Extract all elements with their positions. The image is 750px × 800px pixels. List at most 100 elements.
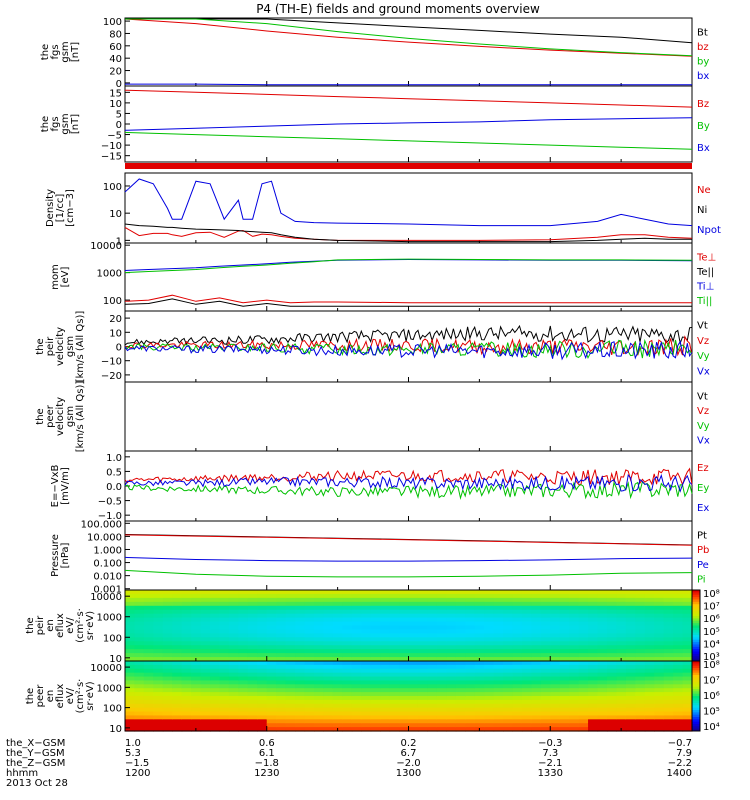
heatmap-cell: [654, 715, 665, 720]
heatmap-cell: [380, 680, 391, 685]
heatmap-cell: [474, 629, 485, 634]
heatmap-cell: [417, 653, 428, 658]
heatmap-cell: [380, 621, 391, 627]
y-axis-label-line: gsm: [60, 41, 71, 62]
heatmap-cell: [285, 649, 296, 654]
heatmap-cell: [351, 613, 362, 619]
heatmap-cell: [521, 707, 532, 713]
heatmap-cell: [682, 699, 693, 705]
heatmap-cell: [446, 661, 457, 666]
heatmap-cell: [314, 601, 325, 607]
heatmap-cell: [512, 707, 523, 713]
heatmap-cell: [361, 657, 372, 662]
heatmap-cell: [266, 649, 277, 654]
series-line-Vt: [124, 324, 693, 346]
heatmap-cell: [427, 727, 438, 732]
heatmap-cell: [342, 629, 353, 634]
heatmap-cell: [540, 657, 551, 662]
heatmap-cell: [417, 613, 428, 619]
legend-label: By: [697, 121, 710, 132]
series-line-by: [125, 18, 693, 57]
heatmap-cell: [578, 637, 589, 642]
heatmap-cell: [578, 641, 589, 646]
heatmap-cell: [228, 637, 239, 642]
heatmap-cell: [569, 723, 580, 728]
heatmap-cell: [474, 707, 485, 713]
heatmap-cell: [625, 613, 636, 619]
heatmap-cell: [673, 617, 684, 623]
heatmap-cell: [635, 723, 646, 728]
y-axis-label-line: [km/s (All Qs)]: [75, 381, 86, 453]
heatmap-cell: [370, 684, 381, 689]
heatmap-cell: [559, 672, 570, 678]
heatmap-cell: [389, 597, 400, 603]
ephemeris-value: −0.3: [538, 738, 562, 749]
heatmap-cell: [323, 707, 334, 713]
heatmap-cell: [503, 613, 514, 619]
heatmap-cell: [682, 653, 693, 658]
y-axis-label-line: the: [35, 408, 46, 424]
heatmap-cell: [153, 707, 164, 713]
heatmap-cell: [559, 590, 570, 595]
y-axis-label-line: the: [40, 44, 51, 60]
y-tick-label: −0.5: [98, 497, 122, 508]
heatmap-cell: [342, 680, 353, 685]
heatmap-cell: [228, 609, 239, 615]
heatmap-cell: [503, 692, 514, 697]
heatmap-cell: [673, 609, 684, 615]
heatmap-cell: [550, 613, 561, 619]
heatmap-cell: [465, 680, 476, 685]
heatmap-cell: [588, 684, 599, 689]
heatmap-cell: [531, 723, 542, 728]
heatmap-cell: [323, 657, 334, 662]
heatmap-cell: [531, 692, 542, 697]
heatmap-cell: [162, 715, 173, 720]
heatmap-cell: [125, 605, 136, 611]
heatmap-cell: [673, 657, 684, 662]
heatmap-cell: [663, 593, 674, 599]
heatmap-cell: [181, 711, 192, 717]
heatmap-cell: [578, 625, 589, 631]
heatmap-cell: [162, 699, 173, 705]
heatmap-cell: [503, 664, 514, 670]
heatmap-cell: [332, 593, 343, 599]
heatmap-cell: [285, 680, 296, 685]
heatmap-cell: [512, 711, 523, 717]
heatmap-cell: [153, 609, 164, 615]
heatmap-cell: [276, 609, 287, 615]
legend-label: Vz: [697, 336, 709, 347]
heatmap-cell: [569, 590, 580, 595]
heatmap-cell: [304, 633, 315, 638]
heatmap-cell: [200, 703, 211, 709]
heatmap-cell: [380, 601, 391, 607]
heatmap-cell: [455, 715, 466, 720]
heatmap-cell: [238, 605, 249, 611]
heatmap-cell: [436, 684, 447, 689]
heatmap-cell: [673, 711, 684, 717]
heatmap-cell: [332, 719, 343, 724]
y-axis-label-line: eflux: [55, 613, 66, 638]
heatmap-cell: [673, 661, 684, 666]
heatmap-cell: [266, 711, 277, 717]
heatmap-cell: [625, 645, 636, 650]
heatmap-cell: [550, 703, 561, 709]
heatmap-cell: [531, 676, 542, 682]
heatmap-cell: [465, 661, 476, 666]
heatmap-cell: [134, 645, 145, 650]
heatmap-cell: [125, 601, 136, 607]
heatmap-cell: [606, 633, 617, 638]
heatmap-cell: [304, 609, 315, 615]
y-tick-label: 100: [103, 704, 122, 715]
heatmap-cell: [200, 715, 211, 720]
heatmap-cell: [380, 664, 391, 670]
heatmap-cell: [228, 672, 239, 678]
heatmap-cell: [266, 641, 277, 646]
ephemeris-value: −2.1: [538, 758, 562, 769]
heatmap-cell: [427, 633, 438, 638]
heatmap-cell: [399, 641, 410, 646]
y-tick-label: 0.0: [106, 482, 122, 493]
heatmap-cell: [399, 727, 410, 732]
heatmap-cell: [200, 711, 211, 717]
heatmap-cell: [191, 688, 202, 693]
heatmap-cell: [644, 723, 655, 728]
